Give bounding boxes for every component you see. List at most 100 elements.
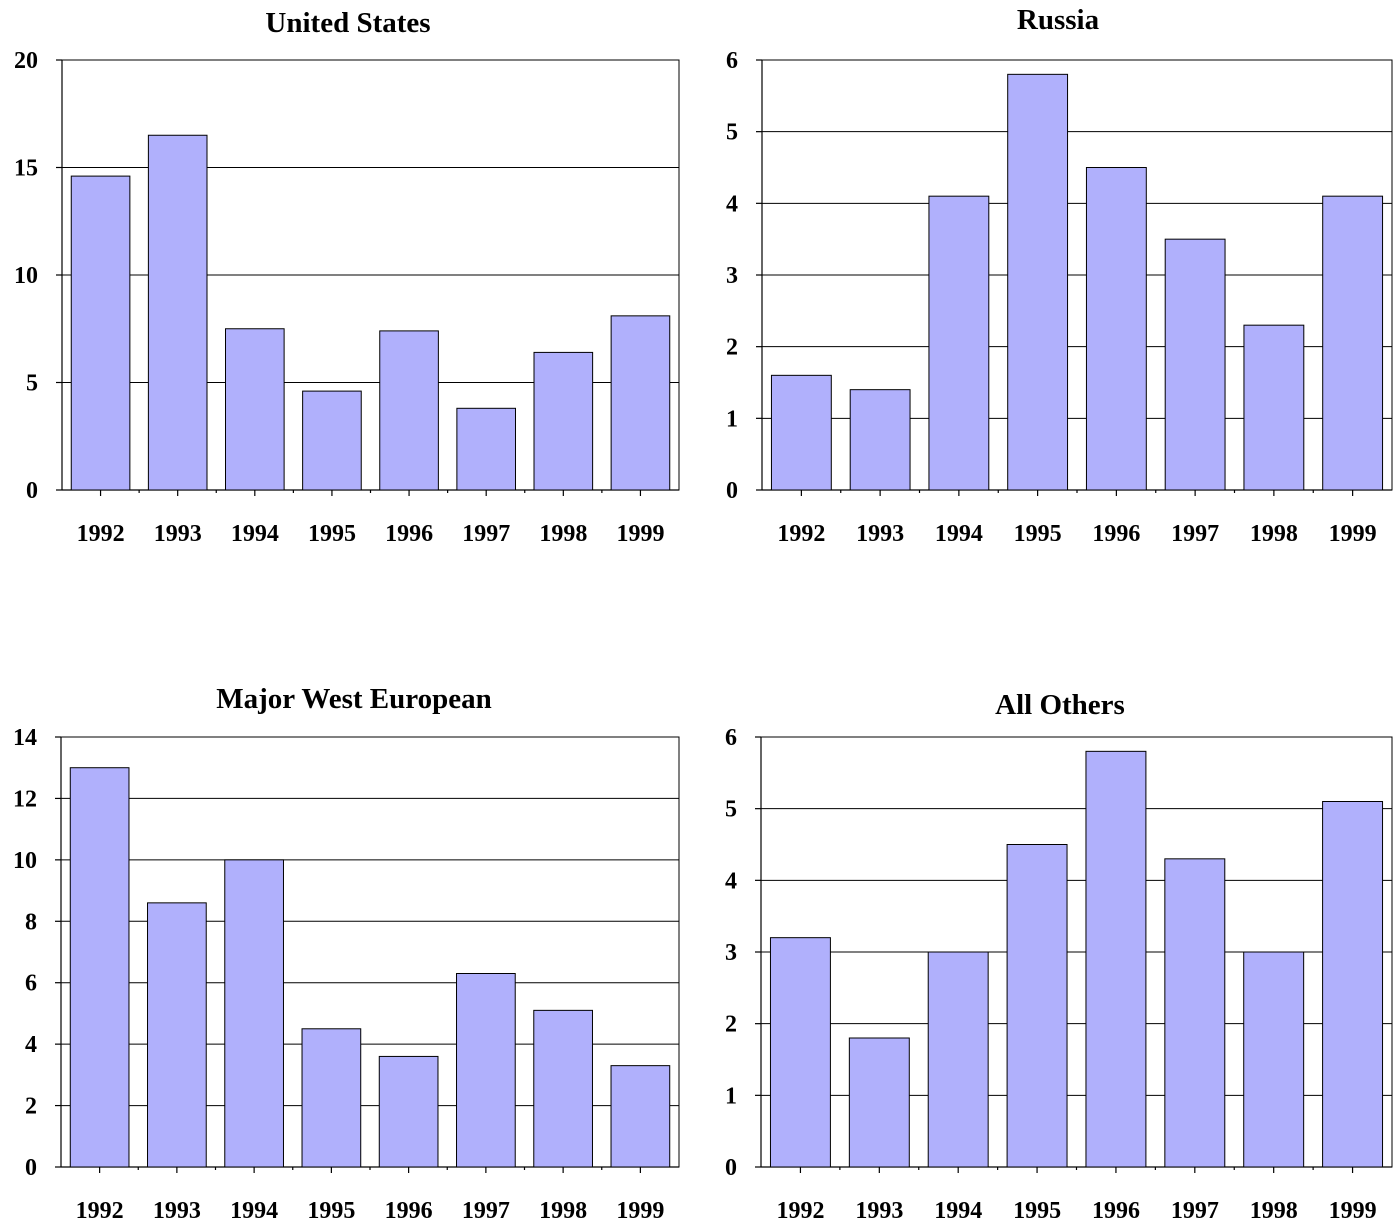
x-tick-label: 1993 xyxy=(154,521,202,547)
y-tick-label: 14 xyxy=(13,725,37,751)
x-tick-label: 1992 xyxy=(777,521,825,547)
bar-1999 xyxy=(1323,196,1383,490)
y-tick-label: 3 xyxy=(725,940,737,966)
bar-1999 xyxy=(611,316,670,490)
x-tick-label: 1997 xyxy=(462,1198,510,1224)
y-tick-label: 4 xyxy=(25,1032,37,1058)
bar-1993 xyxy=(148,903,207,1167)
chart-title: Russia xyxy=(1017,4,1100,36)
x-tick-label: 1995 xyxy=(307,1198,355,1224)
x-tick-label: 1995 xyxy=(308,521,356,547)
bar-1995 xyxy=(1008,74,1068,490)
x-tick-label: 1996 xyxy=(385,521,433,547)
chart-title: Major West European xyxy=(216,683,492,715)
x-tick-label: 1998 xyxy=(1250,1198,1298,1224)
bar-1992 xyxy=(71,176,130,490)
x-tick-label: 1995 xyxy=(1013,1198,1061,1224)
bar-1992 xyxy=(70,768,129,1167)
y-tick-label: 0 xyxy=(726,478,738,504)
bar-1997 xyxy=(457,974,516,1168)
y-tick-label: 10 xyxy=(14,263,38,289)
x-tick-label: 1996 xyxy=(1092,1198,1140,1224)
bar-1997 xyxy=(457,408,516,490)
bar-1994 xyxy=(226,329,285,490)
x-tick-label: 1997 xyxy=(1171,1198,1219,1224)
bar-1996 xyxy=(1086,168,1146,491)
x-tick-label: 1996 xyxy=(385,1198,433,1224)
y-tick-label: 5 xyxy=(726,120,738,146)
x-tick-label: 1994 xyxy=(231,521,279,547)
bar-1999 xyxy=(611,1066,670,1167)
y-tick-label: 0 xyxy=(725,1155,737,1181)
chart-title: United States xyxy=(265,7,430,39)
x-tick-label: 1996 xyxy=(1092,521,1140,547)
x-tick-label: 1992 xyxy=(776,1198,824,1224)
y-tick-label: 5 xyxy=(725,797,737,823)
bar-1997 xyxy=(1165,859,1225,1167)
y-tick-label: 2 xyxy=(725,1012,737,1038)
bar-1996 xyxy=(380,331,439,490)
y-tick-label: 12 xyxy=(13,786,37,812)
bar-1995 xyxy=(302,1029,361,1167)
x-tick-label: 1994 xyxy=(935,521,983,547)
y-tick-label: 4 xyxy=(726,191,738,217)
x-tick-label: 1993 xyxy=(153,1198,201,1224)
bar-1992 xyxy=(770,938,830,1167)
y-tick-label: 10 xyxy=(13,848,37,874)
chart-russia: Russia 0 1 2 3 4 5 6 1992 1993 1994 1995 1996 1997 199… xyxy=(726,4,1392,547)
bar-1997 xyxy=(1165,239,1225,490)
bar-1993 xyxy=(849,1038,909,1167)
x-tick-label: 1994 xyxy=(934,1198,982,1224)
bar-1999 xyxy=(1323,802,1383,1168)
bar-1994 xyxy=(929,196,989,490)
x-tick-label: 1992 xyxy=(77,521,125,547)
y-tick-label: 1 xyxy=(726,406,738,432)
x-tick-label: 1998 xyxy=(1250,521,1298,547)
bar-1994 xyxy=(928,952,988,1167)
x-tick-label: 1994 xyxy=(230,1198,278,1224)
chart-united-states: United States 0 5 10 15 20 1992 1993 1994 1995 199… xyxy=(14,7,679,547)
chart-title: All Others xyxy=(995,689,1125,721)
x-tick-label: 1999 xyxy=(1329,1198,1377,1224)
y-tick-label: 6 xyxy=(25,971,37,997)
y-tick-label: 5 xyxy=(26,371,38,397)
bar-1998 xyxy=(1244,952,1304,1167)
bar-1998 xyxy=(534,352,593,490)
y-tick-label: 1 xyxy=(725,1083,737,1109)
bar-1996 xyxy=(379,1056,438,1167)
x-tick-label: 1997 xyxy=(462,521,510,547)
chart-all-others: All Others 0 1 2 3 4 5 6 1992 1993 1994 1995 1996 199… xyxy=(725,689,1392,1224)
bar-1998 xyxy=(1244,325,1304,490)
y-tick-label: 6 xyxy=(726,48,738,74)
x-tick-label: 1999 xyxy=(616,1198,664,1224)
bar-1995 xyxy=(303,391,362,490)
x-tick-label: 1992 xyxy=(76,1198,124,1224)
y-tick-label: 0 xyxy=(26,478,38,504)
bar-1994 xyxy=(225,860,284,1167)
bar-1996 xyxy=(1086,751,1146,1167)
x-tick-label: 1993 xyxy=(856,521,904,547)
x-tick-label: 1995 xyxy=(1014,521,1062,547)
y-tick-label: 15 xyxy=(14,156,38,182)
y-tick-label: 2 xyxy=(25,1094,37,1120)
x-tick-label: 1999 xyxy=(1329,521,1377,547)
x-tick-label: 1998 xyxy=(539,1198,587,1224)
x-tick-label: 1997 xyxy=(1171,521,1219,547)
x-tick-label: 1998 xyxy=(539,521,587,547)
y-tick-label: 0 xyxy=(25,1155,37,1181)
bar-1992 xyxy=(771,375,831,490)
bar-1998 xyxy=(534,1010,593,1167)
y-tick-label: 8 xyxy=(25,909,37,935)
x-tick-label: 1993 xyxy=(855,1198,903,1224)
y-tick-label: 2 xyxy=(726,335,738,361)
bar-1995 xyxy=(1007,845,1067,1168)
bar-1993 xyxy=(850,390,910,490)
chart-major-west-european: Major West European 0 2 4 6 8 10 12 14 1992 1993 19… xyxy=(13,683,679,1224)
y-tick-label: 20 xyxy=(14,48,38,74)
x-tick-label: 1999 xyxy=(616,521,664,547)
bar-1993 xyxy=(148,135,207,490)
y-tick-label: 3 xyxy=(726,263,738,289)
y-tick-label: 6 xyxy=(725,725,737,751)
y-tick-label: 4 xyxy=(725,868,737,894)
